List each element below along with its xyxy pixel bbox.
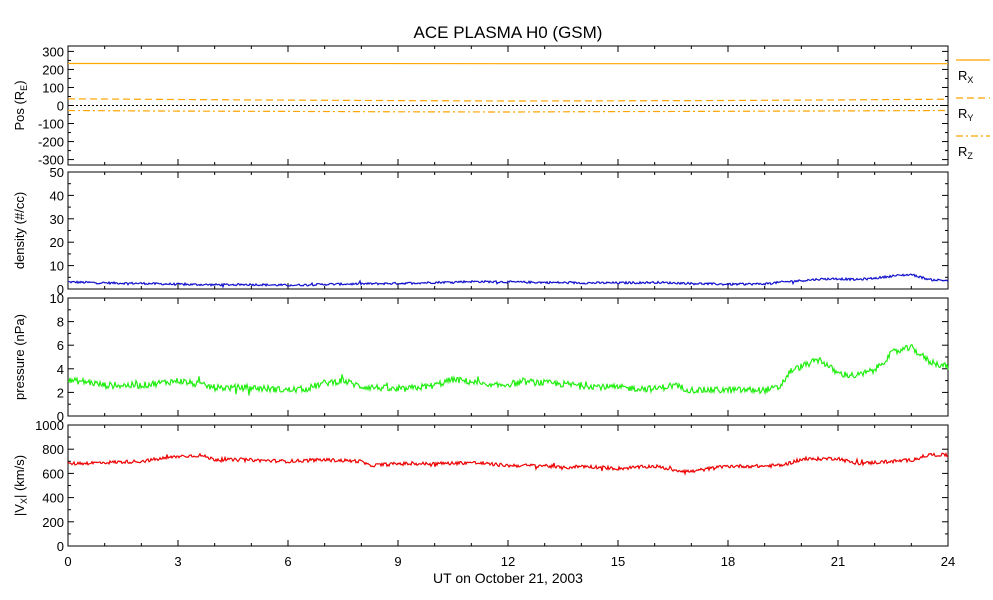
y-tick-label: 0 — [57, 99, 64, 114]
legend-label-RX: RX — [958, 68, 973, 85]
y-tick-label: -200 — [38, 135, 64, 150]
x-tick-label: 6 — [284, 554, 291, 569]
y-tick-label: 6 — [57, 338, 64, 353]
x-axis-label: UT on October 21, 2003 — [433, 570, 583, 586]
y-tick-label: -100 — [38, 117, 64, 132]
y-tick-label: 800 — [42, 442, 64, 457]
series-line-R_Z — [67, 109, 949, 113]
panel-frame-velocity — [67, 424, 949, 547]
series-line-R_Y — [67, 98, 949, 102]
panel-position: 300 200 100 0 -100 -200 -300 Pos (RE) RX RY RZ — [12, 44, 990, 168]
y-tick-label: 4 — [57, 362, 64, 377]
legend-label-RY: RY — [958, 106, 973, 123]
y-tick-label: 30 — [50, 212, 64, 227]
series-line-pressure — [67, 344, 949, 396]
y-axis-label-pressure: pressure (nPa) — [12, 314, 27, 400]
y-axis-label-density: density (#/cc) — [12, 192, 27, 269]
chart-title: ACE PLASMA H0 (GSM) — [414, 23, 603, 42]
y-tick-label: 20 — [50, 235, 64, 250]
y-tick-label: 600 — [42, 466, 64, 481]
y-tick-label: 1000 — [35, 418, 64, 433]
x-tick-labels: 0 3 6 9 12 15 18 21 24 — [64, 554, 955, 569]
panel-velocity: 1000 800 600 400 200 0 |VX| (km/s) — [12, 418, 949, 554]
y-tick-label: 0 — [57, 282, 64, 297]
x-tick-label: 24 — [941, 554, 955, 569]
y-tick-label: 40 — [50, 188, 64, 203]
x-tick-label: 12 — [501, 554, 515, 569]
x-tick-label: 9 — [394, 554, 401, 569]
legend-label-RZ: RZ — [958, 144, 973, 161]
y-tick-label: 400 — [42, 491, 64, 506]
y-tick-label: 100 — [42, 80, 64, 95]
panel-frame-pressure — [67, 297, 949, 417]
x-tick-label: 21 — [831, 554, 845, 569]
y-tick-label: 0 — [57, 409, 64, 424]
y-tick-label: 10 — [50, 291, 64, 306]
y-tick-label: 200 — [42, 62, 64, 77]
y-tick-label: 200 — [42, 515, 64, 530]
x-tick-label: 3 — [174, 554, 181, 569]
y-tick-label: 50 — [50, 165, 64, 180]
series-line-|Vx| — [67, 451, 949, 476]
panel-density: 50 40 30 20 10 0 density (#/cc) — [12, 165, 949, 297]
x-tick-label: 15 — [611, 554, 625, 569]
y-tick-label: 8 — [57, 315, 64, 330]
y-axis-label-position: Pos (RE) — [12, 80, 29, 130]
panel-pressure: 10 8 6 4 2 0 pressure (nPa) — [12, 291, 949, 424]
y-tick-label: 0 — [57, 539, 64, 554]
y-tick-label: 2 — [57, 385, 64, 400]
y-tick-label: -300 — [38, 153, 64, 168]
series-line-density — [68, 273, 949, 289]
panel-frame-density — [67, 171, 949, 290]
y-tick-label: 10 — [50, 259, 64, 274]
x-tick-label: 0 — [64, 554, 71, 569]
y-tick-label: 300 — [42, 44, 64, 59]
y-axis-label-velocity: |VX| (km/s) — [12, 455, 29, 516]
x-tick-label: 18 — [721, 554, 735, 569]
